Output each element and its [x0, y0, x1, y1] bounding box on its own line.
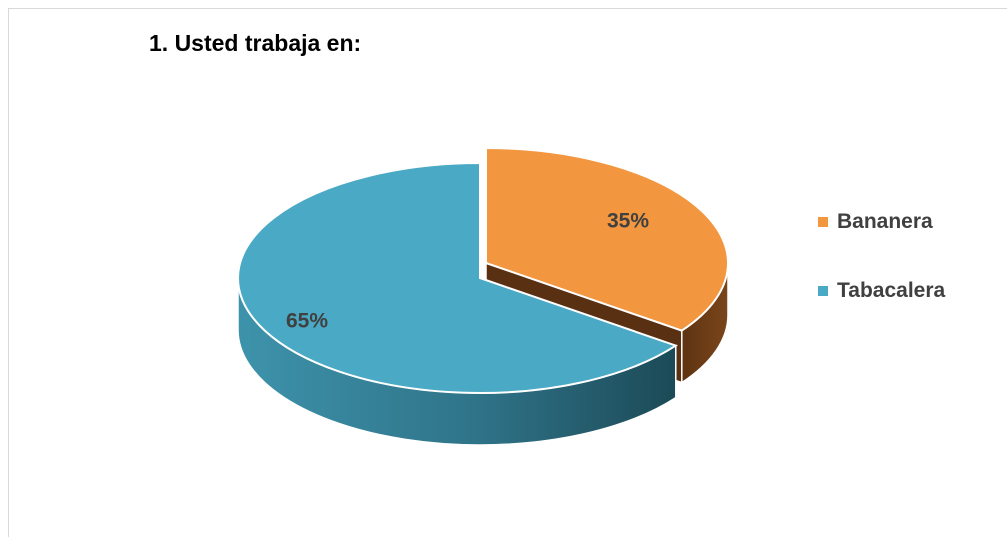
chart-frame [8, 8, 1007, 537]
chart-title: 1. Usted trabaja en: [149, 30, 362, 56]
legend-swatch-bananera [818, 217, 828, 227]
data-label-tabacalera: 65% [286, 310, 328, 333]
legend-label-tabacalera: Tabacalera [837, 279, 946, 302]
legend-swatch-tabacalera [818, 286, 828, 296]
pie-slice-tabacalera [237, 161, 679, 394]
legend-item-tabacalera: Tabacalera [818, 274, 945, 308]
legend-label-bananera: Bananera [837, 210, 933, 233]
pie-slice-bananera [485, 146, 729, 332]
legend: Bananera Tabacalera [818, 205, 945, 343]
legend-item-bananera: Bananera [818, 205, 945, 239]
data-label-bananera: 35% [607, 210, 649, 233]
